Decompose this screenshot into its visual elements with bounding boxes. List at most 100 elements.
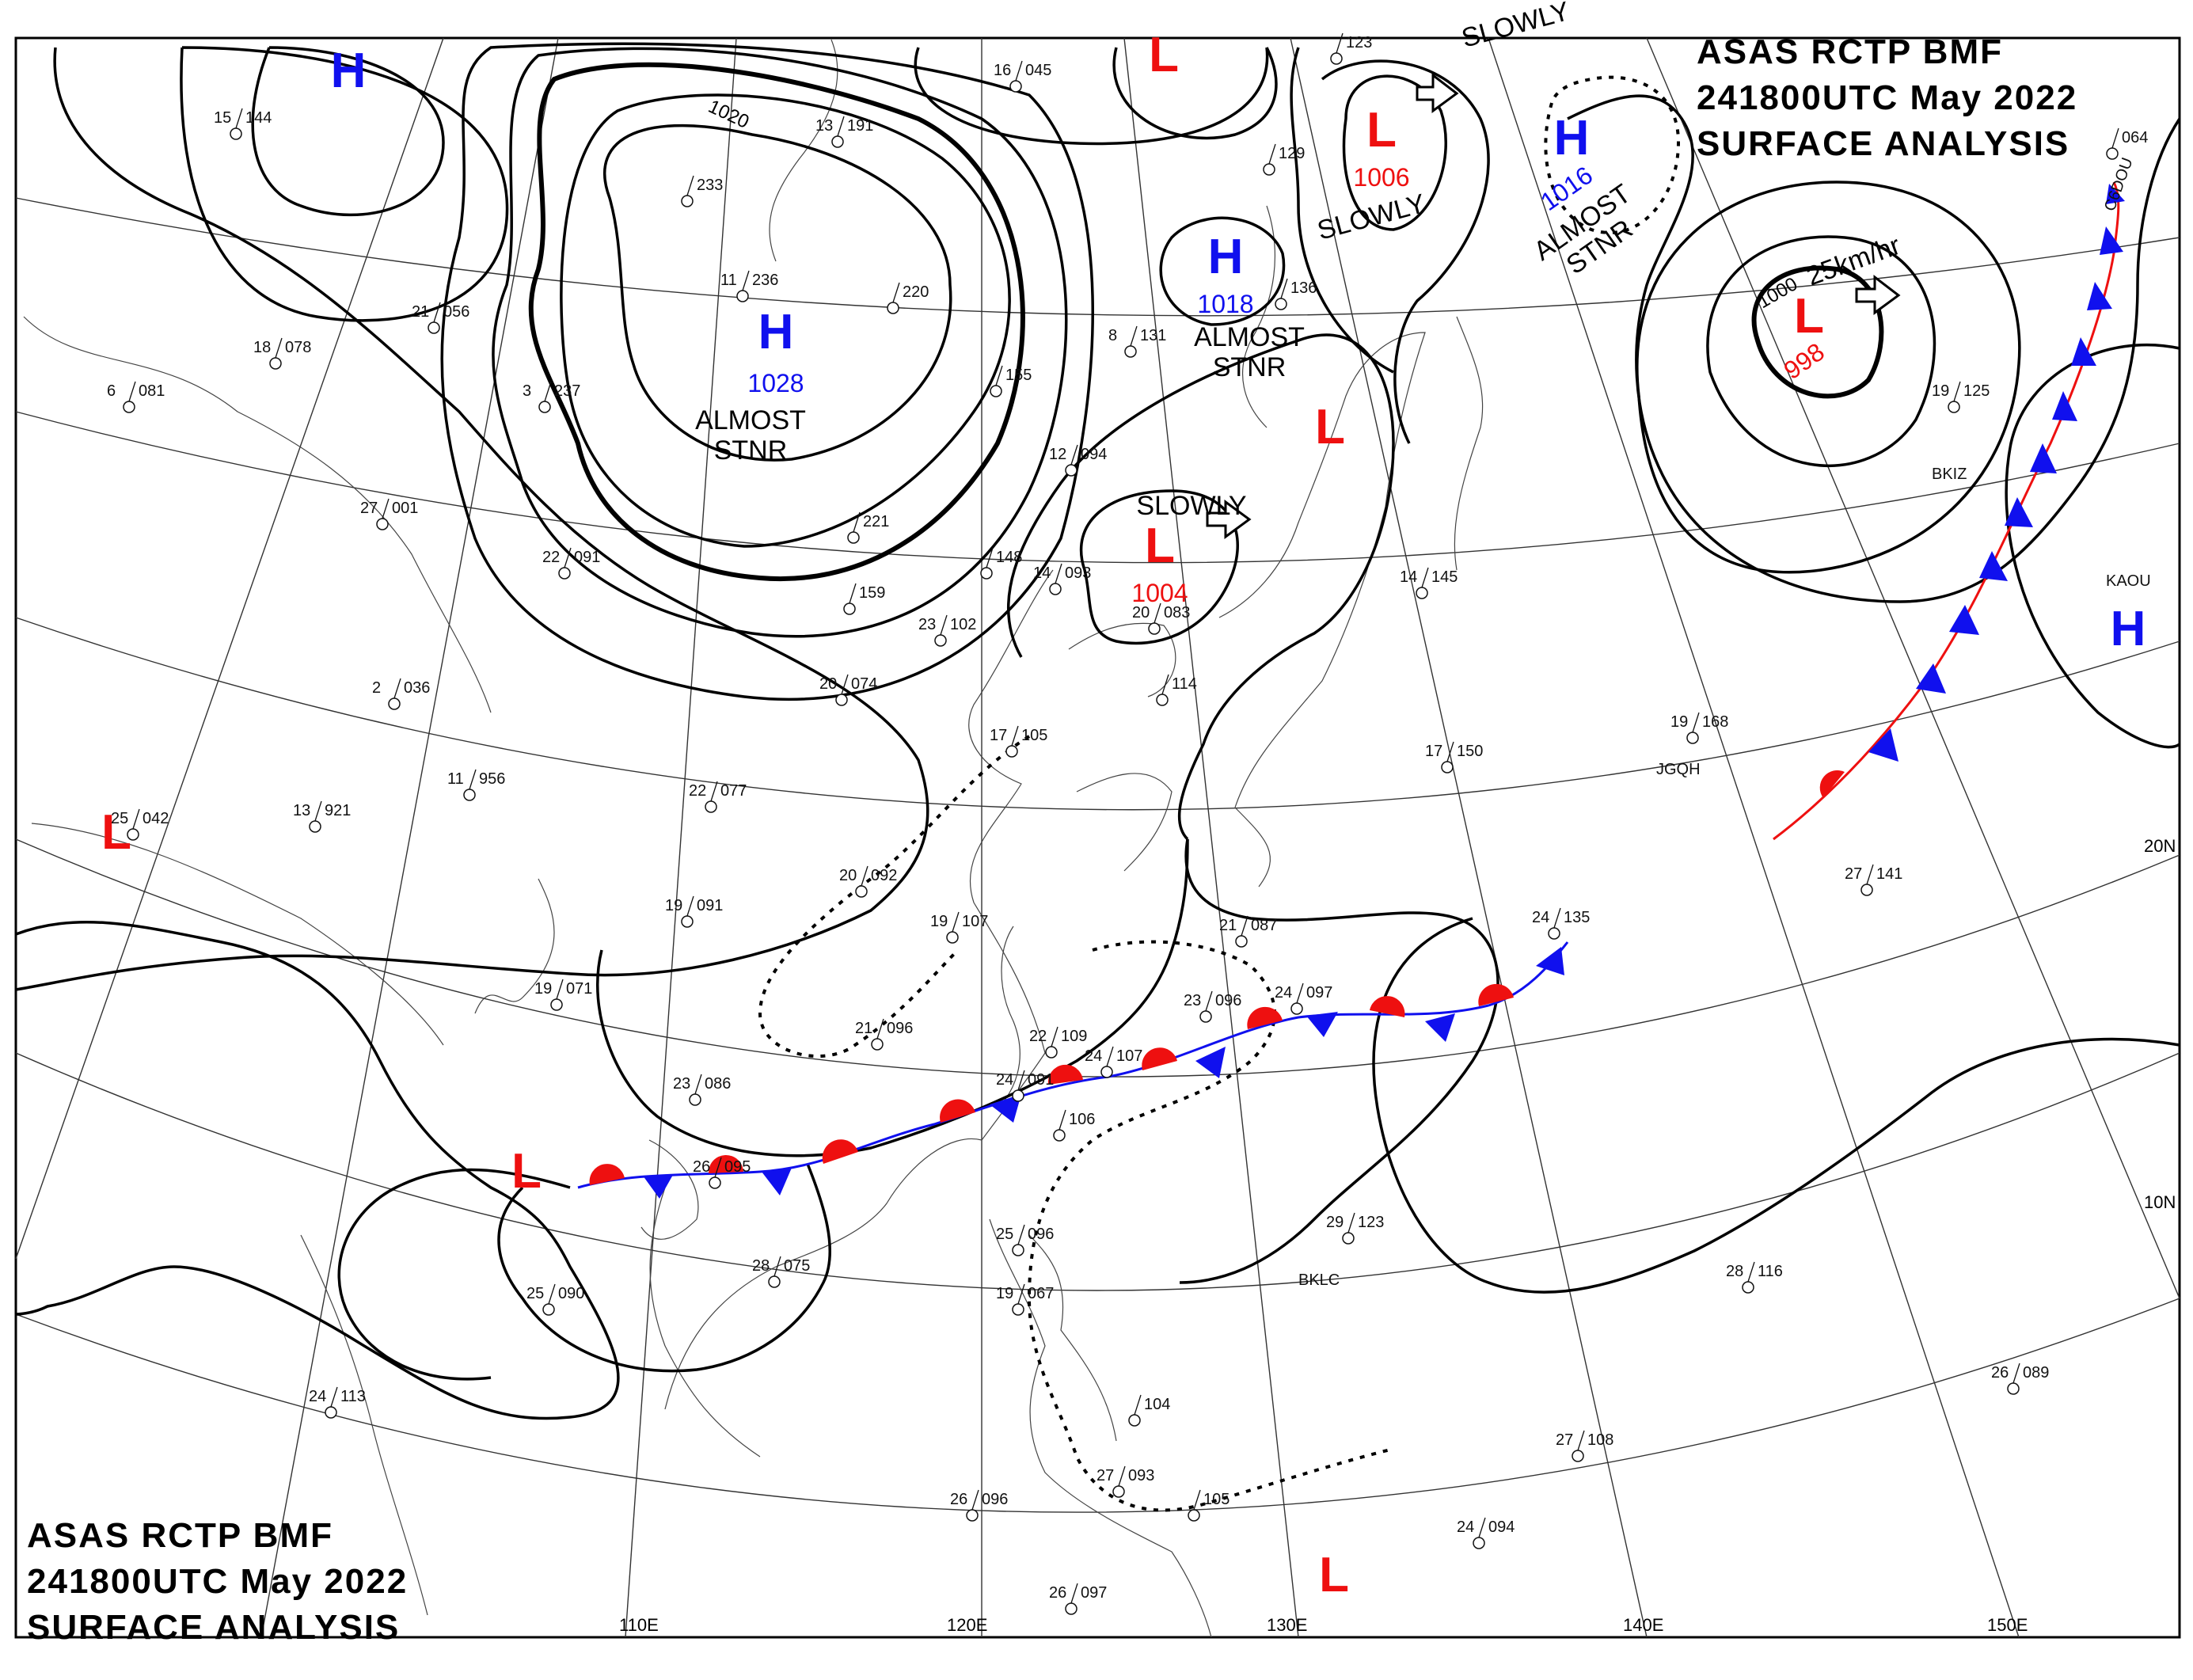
- wind-barb: [1118, 1465, 1126, 1487]
- station-plot: 11 956: [447, 769, 505, 801]
- station-temperature: 24: [1275, 984, 1292, 1002]
- station-temperature: 21: [412, 303, 429, 321]
- station-pressure: 096: [982, 1491, 1008, 1508]
- header-top: ASAS RCTP BMF 241800UTC May 2022 SURFACE…: [1697, 32, 2077, 163]
- station-pressure: 089: [2023, 1364, 2049, 1382]
- station-temperature: 26: [1991, 1364, 2009, 1382]
- station-circle: [558, 567, 571, 580]
- station-plot: 24 107: [1085, 1046, 1142, 1078]
- station-pressure: 148: [996, 549, 1022, 566]
- low-pressure-center: L: [511, 1144, 542, 1199]
- wind-barb: [853, 511, 861, 533]
- station-circle: [1275, 298, 1287, 310]
- station-temperature: 8: [1108, 327, 1117, 344]
- station-plot: 23 086: [673, 1074, 731, 1106]
- center-pressure: 1018: [1197, 290, 1253, 318]
- header-line: SURFACE ANALYSIS: [1697, 124, 2069, 163]
- station-pressure: 056: [443, 303, 469, 321]
- station-pressure: 145: [1431, 568, 1458, 586]
- isobars: [15, 42, 2181, 1420]
- station-circle: [681, 915, 694, 928]
- station-circle: [709, 1176, 721, 1189]
- station-plot: 27 141: [1845, 864, 1902, 896]
- wind-barb: [1058, 1109, 1066, 1131]
- station-circle: [1112, 1485, 1125, 1498]
- station-circle: [966, 1509, 979, 1522]
- station-temperature: 2: [372, 679, 381, 697]
- station-temperature: 22: [542, 549, 560, 566]
- header-line: 241800UTC May 2022: [1697, 78, 2077, 117]
- wind-barb: [861, 865, 868, 887]
- station-pressure: 107: [962, 913, 988, 930]
- station-plot: 24 113: [309, 1386, 366, 1419]
- station-plot: 26 089: [1991, 1363, 2049, 1395]
- station-temperature: 24: [1085, 1047, 1102, 1065]
- station-circle: [269, 357, 282, 370]
- station-circle: [1473, 1537, 1485, 1549]
- station-pressure: 123: [1358, 1214, 1384, 1231]
- station-circle: [1012, 1303, 1024, 1316]
- station-pressure: 141: [1876, 865, 1902, 883]
- wind-barb: [1336, 32, 1344, 54]
- station-pressure: 087: [1251, 917, 1277, 934]
- station-circle: [376, 518, 389, 530]
- station-circle: [325, 1406, 337, 1419]
- station-plot: 14 093: [1033, 563, 1091, 595]
- wind-barb: [556, 979, 564, 1000]
- wind-barb: [1106, 1046, 1114, 1067]
- station-plot: 155: [990, 365, 1032, 397]
- station-plot: 21 096: [855, 1018, 913, 1051]
- station-plot: 19 168: [1670, 712, 1728, 744]
- station-pressure: 144: [245, 109, 272, 127]
- wind-barb: [837, 116, 845, 137]
- station-temperature: 17: [990, 727, 1007, 744]
- wind-barb: [1866, 864, 1874, 885]
- station-plot: 24 097: [1275, 983, 1332, 1015]
- station-circle: [127, 828, 139, 841]
- station-plot: 13 191: [815, 116, 873, 148]
- station-pressure: 096: [1028, 1226, 1054, 1243]
- station-pressure: 094: [1081, 446, 1107, 463]
- station-pressure: 096: [1215, 992, 1241, 1009]
- station-temperature: 25: [996, 1226, 1013, 1243]
- station-temperature: 24: [1532, 909, 1549, 926]
- station-circle: [1009, 80, 1022, 93]
- station-pressure: 093: [1128, 1467, 1154, 1484]
- wind-barb: [971, 1489, 979, 1511]
- station-temperature: 23: [1184, 992, 1201, 1009]
- station-pressure: 106: [1069, 1111, 1095, 1128]
- wind-barb: [849, 583, 857, 604]
- wind-barb: [694, 1074, 702, 1095]
- station-pressure: 220: [903, 283, 929, 301]
- wind-barb: [686, 895, 694, 917]
- high-symbol: H: [1554, 111, 1590, 165]
- station-circle: [1199, 1010, 1212, 1023]
- station-id: BKIZ: [1932, 466, 1967, 483]
- station-temperature: 19: [930, 913, 948, 930]
- station-circle: [847, 531, 860, 544]
- station-circle: [1049, 583, 1062, 595]
- high-pressure-center: H: [2111, 602, 2146, 656]
- station-circle: [388, 697, 401, 710]
- motion-arrows: [1206, 72, 1901, 539]
- station-circle: [1156, 694, 1169, 706]
- station-plot: 27 001: [360, 498, 418, 530]
- station-id: JGQH: [1656, 761, 1701, 778]
- station-circle: [428, 321, 440, 334]
- station-plot: 28 075: [752, 1256, 810, 1288]
- station-circle: [835, 694, 848, 706]
- station-plot: 17 150: [1425, 741, 1483, 773]
- station-pressure: 136: [1290, 279, 1317, 297]
- station-pressure: 083: [1164, 604, 1190, 621]
- station-circle: [1742, 1281, 1754, 1294]
- station-temperature: 18: [253, 339, 271, 356]
- longitude-labels: 110E 120E 130E 140E 150E 20N 10N: [619, 836, 2176, 1635]
- station-pressure: 090: [558, 1285, 584, 1302]
- wind-barb: [1161, 674, 1169, 695]
- wind-barb: [892, 282, 900, 303]
- station-pressure: 045: [1025, 62, 1051, 79]
- low-symbol: L: [1145, 519, 1175, 573]
- station-temperature: 29: [1326, 1214, 1344, 1231]
- station-plot: 25 096: [996, 1224, 1054, 1256]
